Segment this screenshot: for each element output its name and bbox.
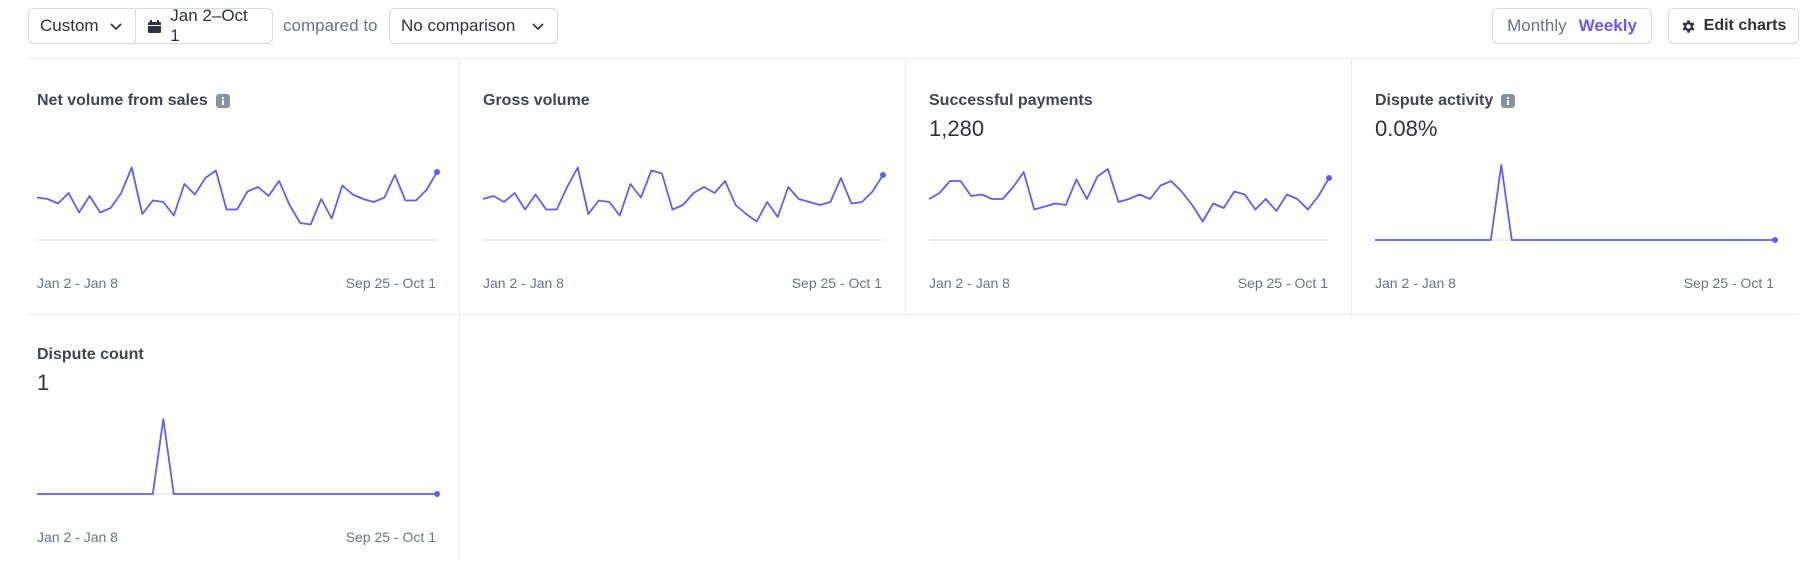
series-line: [37, 418, 437, 495]
chart-title: Dispute count: [37, 346, 144, 364]
period-weekly-button[interactable]: Weekly: [1578, 16, 1637, 35]
chart-title: Gross volume: [483, 92, 590, 110]
calendar-icon: [147, 19, 162, 34]
x-axis-end-label: Sep 25 - Oct 1: [345, 275, 436, 291]
sparkline-chart[interactable]: [1375, 160, 1778, 260]
x-axis-end-label: Sep 25 - Oct 1: [1683, 275, 1774, 291]
series-line: [1375, 164, 1775, 241]
chart-title: Dispute activity: [1375, 92, 1516, 110]
period-monthly-button[interactable]: Monthly: [1507, 16, 1567, 35]
chart-title-label: Gross volume: [483, 92, 590, 109]
grid-divider: [459, 58, 460, 561]
chart-title: Net volume from sales: [37, 92, 230, 110]
gear-icon: [1681, 19, 1696, 34]
series-line: [36, 166, 438, 226]
chart-card[interactable]: Net volume from sales Jan 2 - Jan 8 Sep 25…: [28, 70, 440, 310]
chevron-down-icon: [530, 18, 546, 34]
series-line: [928, 168, 1330, 223]
edit-charts-button[interactable]: Edit charts: [1668, 8, 1799, 44]
period-toggle: Monthly Weekly: [1492, 8, 1652, 44]
chevron-down-icon: [108, 18, 124, 34]
x-axis-start-label: Jan 2 - Jan 8: [37, 275, 118, 291]
date-range-button[interactable]: Jan 2–Oct 1: [136, 6, 272, 45]
x-axis-end-label: Sep 25 - Oct 1: [345, 529, 436, 545]
x-axis-start-label: Jan 2 - Jan 8: [483, 275, 564, 291]
comparison-dropdown[interactable]: No comparison: [389, 8, 558, 44]
chart-card[interactable]: Dispute count 1 Jan 2 - Jan 8 Sep 25 - Oct …: [28, 324, 440, 564]
chart-value: 1,280: [929, 116, 985, 141]
chart-title-label: Dispute activity: [1375, 92, 1494, 109]
last-point-marker: [880, 172, 886, 178]
x-axis-end-label: Sep 25 - Oct 1: [1237, 275, 1328, 291]
chart-title-label: Dispute count: [37, 346, 144, 363]
date-range-label: Jan 2–Oct 1: [170, 6, 248, 45]
grid-divider: [1351, 58, 1352, 314]
chart-title-label: Successful payments: [929, 92, 1093, 109]
x-axis-start-label: Jan 2 - Jan 8: [1375, 275, 1456, 291]
last-point-marker: [1326, 175, 1332, 181]
chart-card[interactable]: Gross volume Jan 2 - Jan 8 Sep 25 - Oct 1: [474, 70, 886, 310]
sparkline-chart[interactable]: [482, 160, 886, 260]
x-axis-start-label: Jan 2 - Jan 8: [37, 529, 118, 545]
x-axis-start-label: Jan 2 - Jan 8: [929, 275, 1010, 291]
sparkline-chart[interactable]: [928, 160, 1332, 260]
sparkline-chart[interactable]: [36, 160, 440, 260]
series-line: [482, 166, 884, 223]
last-point-marker: [434, 169, 440, 175]
chart-card[interactable]: Successful payments 1,280 Jan 2 - Jan 8 Sep…: [920, 70, 1332, 310]
x-axis-end-label: Sep 25 - Oct 1: [791, 275, 882, 291]
info-icon[interactable]: [215, 94, 230, 108]
grid-divider: [28, 314, 1799, 315]
chart-value: 1: [37, 370, 50, 395]
grid-divider: [28, 58, 1799, 59]
toolbar: Custom Jan 2–Oct 1 compared to No compar…: [28, 6, 1799, 46]
grid-divider: [905, 58, 906, 314]
chart-title: Successful payments: [929, 92, 1093, 110]
chart-value: 0.08%: [1375, 116, 1438, 141]
date-range-picker: Custom Jan 2–Oct 1: [28, 6, 273, 45]
last-point-marker: [1772, 237, 1778, 243]
compared-to-label: compared to: [283, 16, 378, 35]
range-preset-dropdown[interactable]: Custom: [29, 9, 137, 43]
range-preset-label: Custom: [40, 16, 99, 35]
sparkline-chart[interactable]: [37, 414, 440, 514]
last-point-marker: [434, 491, 440, 497]
chart-card[interactable]: Dispute activity 0.08% Jan 2 - Jan 8 Sep 25…: [1366, 70, 1778, 310]
edit-charts-label: Edit charts: [1703, 17, 1787, 34]
chart-title-label: Net volume from sales: [37, 92, 208, 109]
info-icon[interactable]: [1501, 94, 1516, 108]
comparison-label: No comparison: [401, 16, 516, 35]
